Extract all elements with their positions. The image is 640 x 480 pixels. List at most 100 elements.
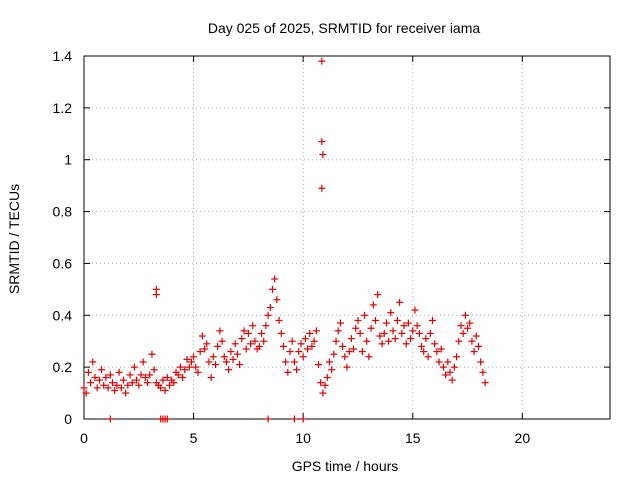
- data-point: [194, 368, 202, 376]
- data-point: [126, 371, 134, 379]
- data-point: [341, 353, 349, 361]
- data-point: [347, 335, 355, 343]
- data-point: [146, 371, 154, 379]
- data-point: [277, 329, 285, 337]
- data-point: [404, 319, 412, 327]
- data-point: [225, 366, 233, 374]
- data-point: [288, 337, 296, 345]
- data-point: [170, 379, 178, 387]
- data-point: [448, 376, 456, 384]
- y-tick-label: 0.4: [53, 307, 73, 323]
- data-point: [402, 340, 410, 348]
- data-point: [369, 301, 377, 309]
- data-point: [468, 337, 476, 345]
- y-tick-label: 0.8: [53, 204, 73, 220]
- data-point: [398, 329, 406, 337]
- x-tick-label: 15: [405, 430, 421, 446]
- x-tick-label: 20: [515, 430, 531, 446]
- data-point: [236, 361, 244, 369]
- data-point: [312, 327, 320, 335]
- data-point: [165, 381, 173, 389]
- data-point: [227, 348, 235, 356]
- data-point: [152, 291, 160, 299]
- data-point: [450, 363, 458, 371]
- data-point: [124, 381, 132, 389]
- data-point: [439, 363, 447, 371]
- data-point: [437, 345, 445, 353]
- data-point: [100, 381, 108, 389]
- data-point: [323, 374, 331, 382]
- data-point: [104, 384, 112, 392]
- data-point: [295, 348, 303, 356]
- data-point: [262, 322, 270, 330]
- data-point: [187, 358, 195, 366]
- data-point: [122, 389, 130, 397]
- data-point: [271, 275, 279, 283]
- data-point: [363, 337, 371, 345]
- chart-title: Day 025 of 2025, SRMTID for receiver iam…: [208, 20, 481, 36]
- data-point: [334, 327, 342, 335]
- data-point: [424, 353, 432, 361]
- data-point: [203, 340, 211, 348]
- data-point: [106, 415, 114, 423]
- data-point: [304, 345, 312, 353]
- data-point: [159, 376, 167, 384]
- data-point: [433, 348, 441, 356]
- data-point: [260, 337, 268, 345]
- data-point: [275, 316, 283, 324]
- data-point: [218, 337, 226, 345]
- data-point: [325, 358, 333, 366]
- data-point: [108, 379, 116, 387]
- data-point: [385, 337, 393, 345]
- data-point: [290, 415, 298, 423]
- data-point: [268, 285, 276, 293]
- data-point: [242, 345, 250, 353]
- data-point: [409, 327, 417, 335]
- data-point: [238, 335, 246, 343]
- data-point: [258, 329, 266, 337]
- data-point: [249, 322, 257, 330]
- data-point: [336, 319, 344, 327]
- data-point: [358, 348, 366, 356]
- y-tick-label: 1: [64, 152, 72, 168]
- data-point: [231, 340, 239, 348]
- data-point: [133, 376, 141, 384]
- data-point: [418, 342, 426, 350]
- data-point: [214, 342, 222, 350]
- data-point: [428, 316, 436, 324]
- data-point: [319, 389, 327, 397]
- data-point: [216, 327, 224, 335]
- data-point: [413, 322, 421, 330]
- data-point: [332, 337, 340, 345]
- data-point: [163, 374, 171, 382]
- y-tick-label: 0: [64, 411, 72, 427]
- data-point: [113, 381, 121, 389]
- y-tick-label: 0.2: [53, 359, 73, 375]
- data-point: [179, 374, 187, 382]
- data-point: [308, 342, 316, 350]
- data-point: [442, 371, 450, 379]
- data-point: [251, 337, 259, 345]
- data-point: [115, 368, 123, 376]
- data-point: [264, 415, 272, 423]
- data-point: [111, 386, 119, 394]
- data-point: [163, 415, 171, 423]
- data-point: [466, 319, 474, 327]
- data-point: [247, 340, 255, 348]
- data-point: [420, 348, 428, 356]
- data-point: [89, 358, 97, 366]
- data-point: [190, 353, 198, 361]
- data-point: [240, 327, 248, 335]
- data-point: [150, 366, 158, 374]
- data-point: [220, 353, 228, 361]
- x-tick-label: 0: [80, 430, 88, 446]
- data-point: [382, 319, 390, 327]
- data-point: [95, 376, 103, 384]
- data-point: [330, 350, 338, 358]
- data-point: [144, 379, 152, 387]
- data-point: [174, 371, 182, 379]
- data-point: [475, 342, 482, 350]
- data-point: [93, 384, 101, 392]
- data-point: [393, 316, 401, 324]
- data-point: [119, 376, 127, 384]
